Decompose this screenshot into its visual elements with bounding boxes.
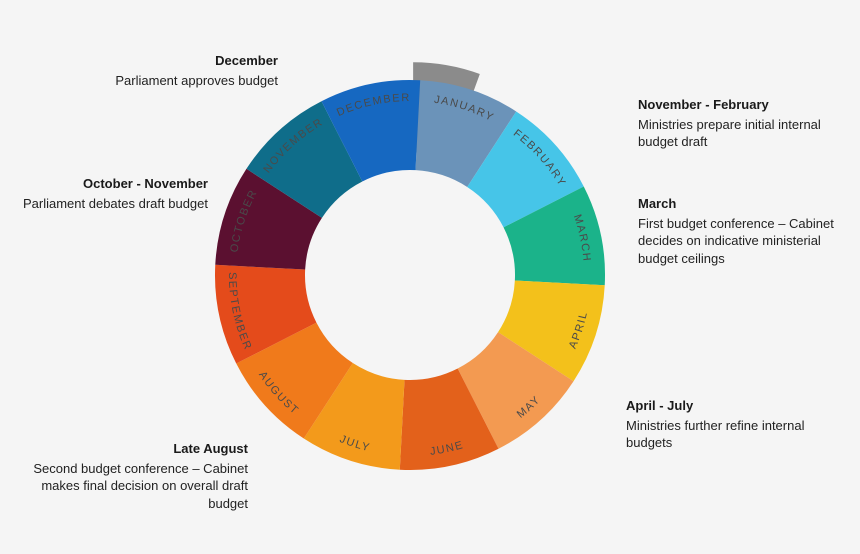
annotation-title: Late August <box>18 440 248 458</box>
annotation-late-aug: Late August Second budget conference – Ca… <box>18 440 248 512</box>
budget-cycle-chart: JANUARYFEBRUARYMARCHAPRILMAYJUNEJULYAUGU… <box>0 0 860 554</box>
annotation-title: March <box>638 195 848 213</box>
annotation-body: First budget conference – Cabinet decide… <box>638 215 848 268</box>
annotation-title: November - February <box>638 96 848 114</box>
annotation-body: Parliament debates draft budget <box>8 195 208 213</box>
annotation-march: March First budget conference – Cabinet d… <box>638 195 848 267</box>
annotation-body: Ministries prepare initial internal budg… <box>638 116 848 151</box>
annotation-dec: December Parliament approves budget <box>78 52 278 89</box>
annotation-title: April - July <box>626 397 836 415</box>
annotation-oct-nov: October - November Parliament debates dra… <box>8 175 208 212</box>
annotation-body: Ministries further refine internal budge… <box>626 417 836 452</box>
annotation-title: October - November <box>8 175 208 193</box>
annotation-title: December <box>78 52 278 70</box>
annotation-nov-feb: November - February Ministries prepare in… <box>638 96 848 151</box>
annotation-body: Second budget conference – Cabinet makes… <box>18 460 248 513</box>
annotation-body: Parliament approves budget <box>78 72 278 90</box>
annotation-apr-jul: April - July Ministries further refine in… <box>626 397 836 452</box>
